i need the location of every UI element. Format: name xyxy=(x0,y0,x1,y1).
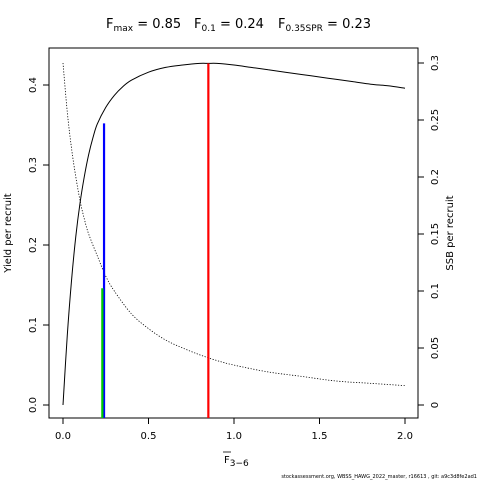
title-f35spr-value: = 0.23 xyxy=(323,17,371,32)
chart-title: Fmax = 0.85 F0.1 = 0.24 F0.35SPR = 0.23 xyxy=(106,17,371,34)
x-axis-label: F3−6 xyxy=(224,455,249,469)
x-tick-label: 0.5 xyxy=(141,431,157,442)
footer-credit: stockassessment.org, WBSS_HAWG_2022_mast… xyxy=(281,474,477,480)
x-tick-label: 2.0 xyxy=(397,431,413,442)
y-axis-left: 0.0 0.1 0.2 0.3 0.4 xyxy=(28,77,49,413)
y-left-tick-label: 0.3 xyxy=(28,157,39,173)
y-left-tick-label: 0.4 xyxy=(28,77,39,93)
reference-lines-layer xyxy=(101,63,210,418)
x-tick-label: 0.0 xyxy=(55,431,71,442)
title-f01-sub: 0.1 xyxy=(201,24,215,34)
ssb-per-recruit-curve xyxy=(62,62,406,387)
x-axis-label-main: F xyxy=(224,455,230,466)
title-f01-main: F xyxy=(194,17,201,32)
title-fmax-main: F xyxy=(106,17,113,32)
title-fmax-sub: max xyxy=(113,24,133,34)
title-f01-value: = 0.24 xyxy=(216,17,264,32)
y-left-tick-label: 0.2 xyxy=(28,237,39,253)
y-right-tick-label: 0.3 xyxy=(430,55,441,71)
curves-layer xyxy=(62,62,406,406)
x-tick-label: 1.0 xyxy=(226,431,242,442)
y-right-tick-label: 0.2 xyxy=(430,169,441,185)
y-right-tick-label: 0 xyxy=(430,402,441,408)
y-axis-right-label: SSB per recruit xyxy=(445,195,456,270)
x-axis: 0.0 0.5 1.0 1.5 2.0 xyxy=(55,418,413,442)
title-f35spr-main: F xyxy=(278,17,285,32)
y-left-tick-label: 0.0 xyxy=(28,397,39,413)
y-left-tick-label: 0.1 xyxy=(28,317,39,333)
x-tick-label: 1.5 xyxy=(312,431,328,442)
y-right-tick-label: 0.15 xyxy=(430,223,441,245)
y-axis-right: 0 0.05 0.1 0.15 0.2 0.25 0.3 xyxy=(418,55,441,408)
y-axis-left-label: Yield per recruit xyxy=(3,193,14,274)
title-f35spr-sub: 0.35SPR xyxy=(285,24,322,34)
y-right-tick-label: 0.05 xyxy=(430,337,441,359)
y-right-tick-label: 0.25 xyxy=(430,109,441,131)
title-fmax-value: = 0.85 xyxy=(133,17,181,32)
yield-per-recruit-curve xyxy=(62,62,406,406)
x-axis-label-sub: 3−6 xyxy=(230,459,249,469)
y-right-tick-label: 0.1 xyxy=(430,283,441,299)
